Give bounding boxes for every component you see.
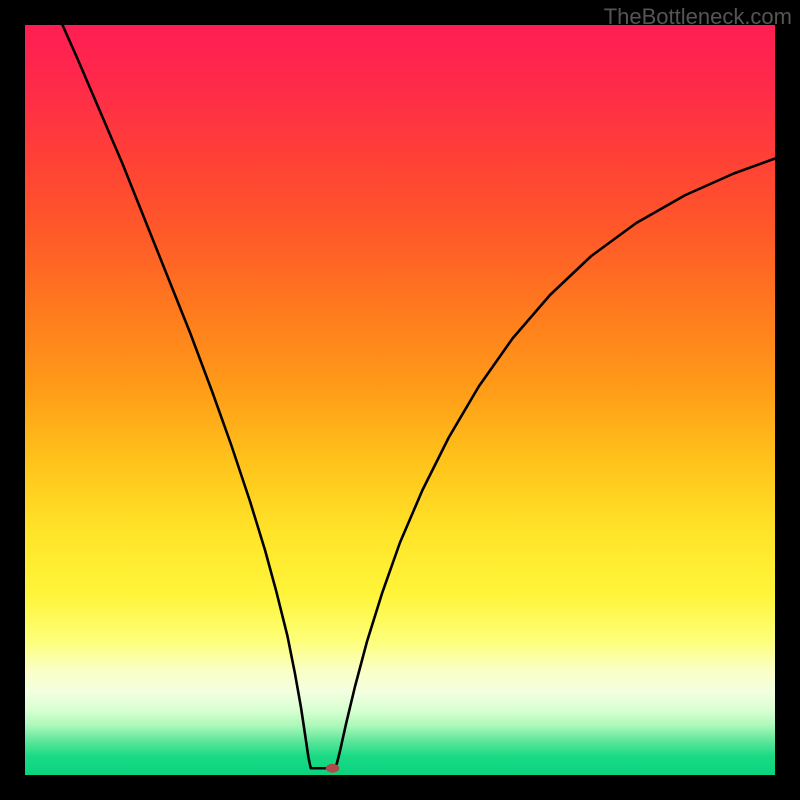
chart-background: [25, 25, 775, 775]
watermark-text: TheBottleneck.com: [604, 4, 792, 30]
chart-container: TheBottleneck.com: [0, 0, 800, 800]
bottleneck-chart: [0, 0, 800, 800]
optimal-point-marker: [326, 764, 340, 773]
